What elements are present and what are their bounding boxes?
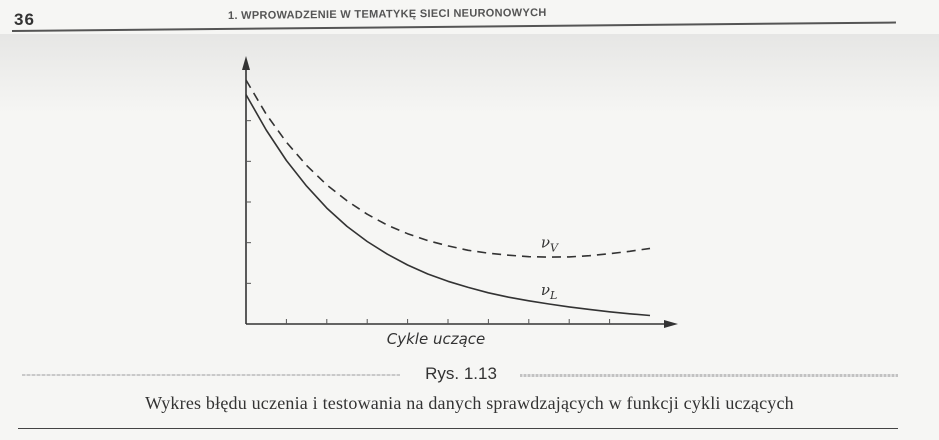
chart-series: [245, 79, 651, 317]
x-axis-arrow: [664, 320, 678, 328]
chart-ticks: [246, 120, 611, 324]
y-axis-arrow: [242, 56, 250, 70]
series-label-subscript: V: [550, 241, 559, 254]
series-label-0: νV: [541, 233, 559, 254]
series-line-1: [245, 94, 651, 317]
scan-shadow: [0, 34, 939, 114]
series-label-symbol: ν: [541, 281, 550, 299]
series-label-symbol: ν: [541, 233, 550, 251]
figure-caption: Wykres błędu uczenia i testowania na dan…: [145, 393, 794, 413]
series-label-1: νL: [541, 281, 557, 302]
caption-rule-left: [22, 374, 400, 376]
series-label-subscript: L: [549, 289, 557, 302]
x-axis-label: Cykle uczące: [387, 330, 486, 348]
page-number: 36: [14, 10, 35, 29]
chart-axes: [242, 56, 678, 328]
caption-rule-right: [520, 374, 898, 377]
bottom-rule: [18, 428, 898, 429]
series-line-0: [245, 79, 651, 258]
figure-label: Rys. 1.13: [425, 364, 497, 383]
